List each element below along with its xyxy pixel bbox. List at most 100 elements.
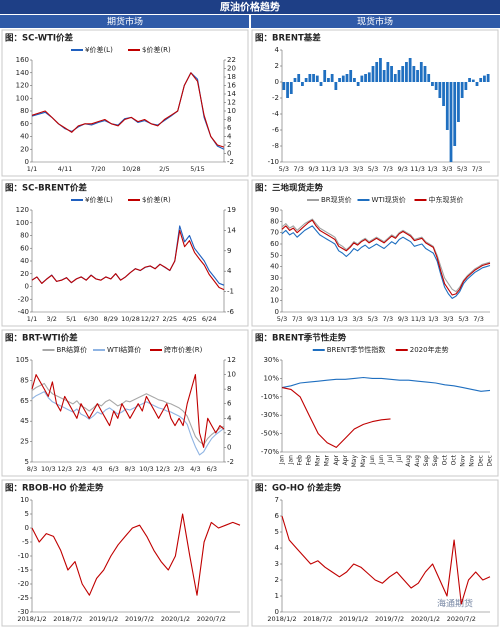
y2-tick-label: 10 <box>227 371 236 379</box>
bar <box>397 70 401 82</box>
y-tick-label: -20 <box>18 295 29 303</box>
x-tick-label: 7/20 <box>91 165 106 173</box>
x-tick-label: 1/1 <box>27 315 37 323</box>
x-tick-label: 7/3 <box>383 315 393 323</box>
x-tick-label: 2/5 <box>159 165 169 173</box>
x-tick-label: 5/3 <box>277 315 287 323</box>
y-tick-label: 50 <box>270 251 279 259</box>
x-tick-label: 3/3 <box>352 315 362 323</box>
x-tick-label: 2020/7/2 <box>197 615 226 623</box>
page-title: 原油价格趋势 <box>220 1 280 14</box>
y2-tick-label: 4 <box>227 133 232 141</box>
y-tick-label: -5 <box>22 538 29 546</box>
x-tick-label: 10/3 <box>139 465 154 473</box>
section-title: 期货市场 <box>107 16 143 28</box>
x-tick-label: 10/28 <box>121 315 140 323</box>
x-tick-label: 11/3 <box>321 165 336 173</box>
y-tick-label: 10% <box>263 374 279 382</box>
bar <box>431 82 434 86</box>
y-tick-label: 5 <box>25 458 29 466</box>
x-tick-label: 8/29 <box>103 315 118 323</box>
bar <box>453 82 457 146</box>
bar <box>304 78 308 82</box>
line-series <box>281 376 491 392</box>
bar <box>379 58 382 82</box>
x-tick-label: Feb <box>297 455 304 466</box>
y-tick-label: 90 <box>270 206 279 214</box>
x-tick-label: 2/25 <box>163 315 178 323</box>
y2-tick-label: 4 <box>227 267 232 275</box>
panel-border <box>251 29 499 177</box>
x-tick-label: 2020/1/2 <box>161 615 190 623</box>
bar <box>457 82 460 122</box>
y-tick-label: 20 <box>20 145 29 153</box>
x-tick-label: 2019/7/2 <box>125 615 154 623</box>
x-tick-label: 2/3 <box>76 465 86 473</box>
y-tick-label: 0 <box>25 283 29 291</box>
x-tick-label: 8/3 <box>125 465 135 473</box>
y-tick-label: 45 <box>20 417 29 425</box>
line-series <box>281 219 491 296</box>
y2-tick-label: -6 <box>227 308 235 316</box>
y-tick-label: 60 <box>20 120 29 128</box>
x-tick-label: 4/3 <box>92 465 102 473</box>
y-tick-label: 105 <box>16 356 29 364</box>
y-tick-label: 30% <box>263 356 279 364</box>
x-tick-label: 2019/1/2 <box>89 615 118 623</box>
bar <box>371 66 375 82</box>
x-tick-label: Mar <box>315 454 322 466</box>
x-tick-label: Jul <box>387 455 394 464</box>
y2-tick-label: 14 <box>227 226 236 234</box>
line-series <box>281 218 491 293</box>
x-tick-label: 5/3 <box>279 165 289 173</box>
x-tick-label: Nov <box>459 455 466 467</box>
y2-tick-label: 6 <box>227 124 232 132</box>
x-tick-label: 4/11 <box>58 165 73 173</box>
x-tick-label: 11/3 <box>320 315 335 323</box>
x-tick-label: 12/3 <box>155 465 170 473</box>
y-tick-label: 120 <box>16 82 29 90</box>
y2-tick-label: 18 <box>227 73 236 81</box>
line-series <box>31 374 225 448</box>
x-tick-label: May <box>360 455 367 468</box>
y2-tick-label: 19 <box>227 206 236 214</box>
chart-title: 图：RBOB-HO 价差走势 <box>5 483 104 494</box>
bar <box>460 82 464 98</box>
y-tick-label: 3 <box>275 560 279 568</box>
bar <box>468 78 471 82</box>
y-tick-label: 6 <box>275 512 280 520</box>
line-series <box>281 225 491 299</box>
legend-label: WTI现货价 <box>372 195 406 204</box>
bar <box>341 75 345 82</box>
bar <box>442 82 445 106</box>
line-series <box>31 229 225 291</box>
y-tick-label: 0 <box>25 158 29 166</box>
header-bar <box>0 0 500 14</box>
x-tick-label: 7/3 <box>292 315 302 323</box>
y-tick-label: -50% <box>261 430 279 438</box>
x-tick-label: Dec <box>487 455 494 467</box>
x-tick-label: 4/3 <box>190 465 200 473</box>
y-tick-label: 140 <box>16 69 29 77</box>
bar <box>289 82 293 94</box>
line-series <box>31 513 241 596</box>
bar <box>334 82 338 90</box>
x-tick-label: 5/3 <box>368 165 378 173</box>
y-tick-label: -10% <box>261 393 279 401</box>
y-tick-label: 20 <box>270 285 279 293</box>
x-tick-label: 12/27 <box>141 315 160 323</box>
bar <box>438 82 442 98</box>
y2-tick-label: 4 <box>227 414 232 422</box>
legend-label: BRENT季节性指数 <box>327 345 386 354</box>
x-tick-label: 5/15 <box>190 165 205 173</box>
x-tick-label: 5/3 <box>457 165 467 173</box>
section-header <box>251 15 500 28</box>
y-tick-label: 120 <box>16 206 29 214</box>
watermark: 海通期货 <box>437 598 473 610</box>
legend-label: ¥价差(L) <box>85 195 113 204</box>
y2-tick-label: 20 <box>227 65 236 73</box>
bar <box>323 70 327 82</box>
x-tick-label: 7/3 <box>293 165 303 173</box>
x-tick-label: 5/3 <box>368 315 378 323</box>
bar <box>416 70 419 82</box>
